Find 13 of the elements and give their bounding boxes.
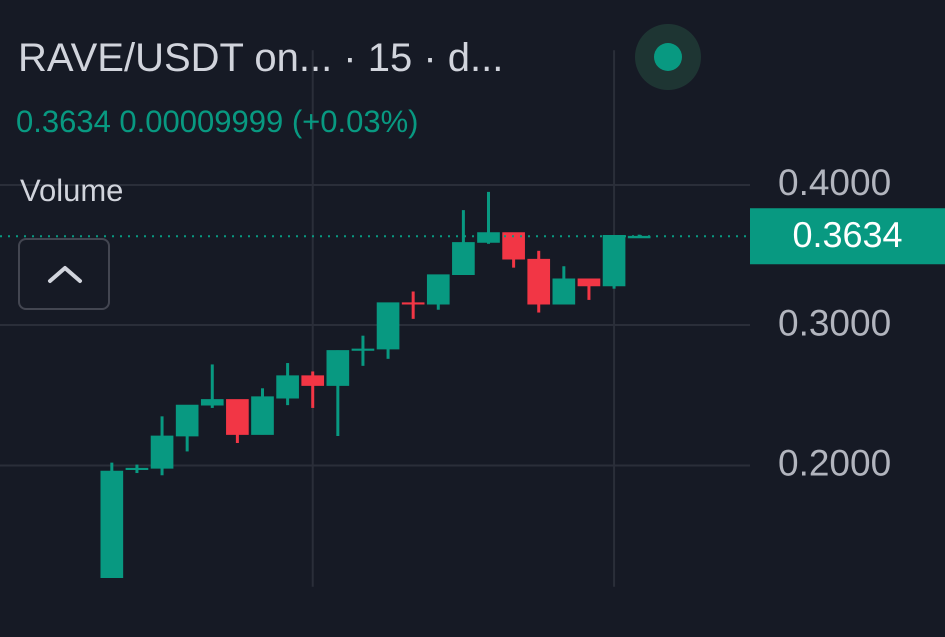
text: 0.3634 0.00009999 (+0.03%) (16, 104, 418, 140)
chart-title: RAVE/USDT on... · 15 · d... (18, 36, 504, 81)
candlestick (301, 371, 324, 408)
candlestick (578, 278, 600, 300)
y-tick-label: 0.2000 (778, 442, 892, 484)
ref-line-label: 0.3634 (792, 214, 903, 256)
candlestick (402, 291, 424, 319)
candlestick (352, 336, 374, 366)
y-tick-label: 0.4000 (778, 162, 892, 204)
candlestick (276, 363, 299, 406)
candlestick (200, 364, 224, 408)
y-tick-label: 0.3000 (778, 302, 892, 344)
annotation: Volume (20, 173, 124, 209)
